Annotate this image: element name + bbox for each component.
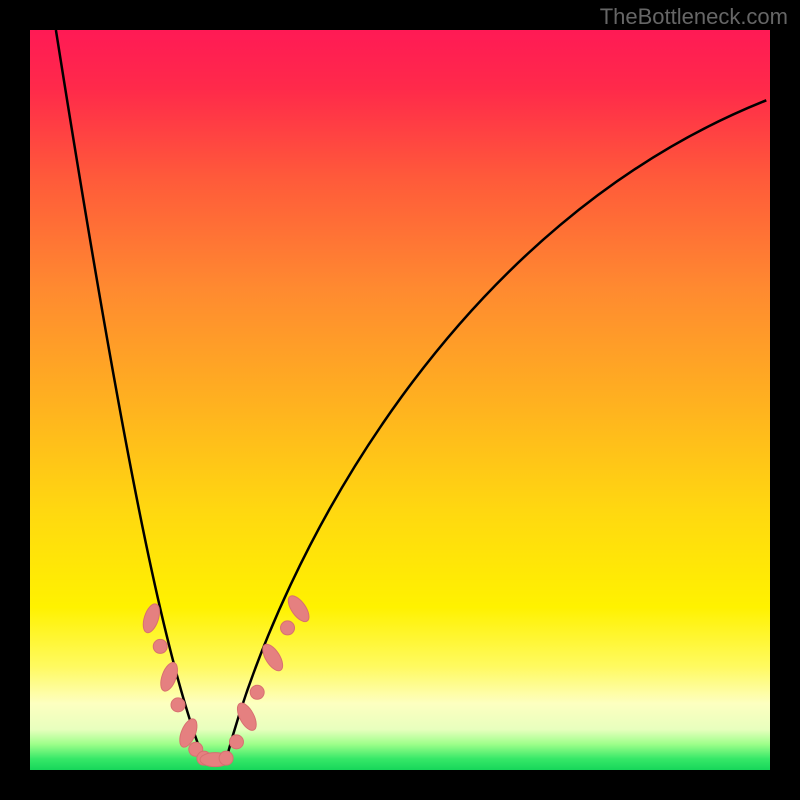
plot-area <box>30 30 770 770</box>
data-marker <box>284 592 313 625</box>
curve-layer <box>30 30 770 770</box>
chart-container: TheBottleneck.com <box>0 0 800 800</box>
data-marker <box>153 639 167 653</box>
data-marker <box>171 698 185 712</box>
watermark-text: TheBottleneck.com <box>600 4 788 30</box>
curve-right-branch <box>226 100 766 759</box>
data-marker <box>281 621 295 635</box>
data-marker <box>219 751 233 765</box>
curve-left-branch <box>56 30 204 760</box>
data-marker <box>229 735 243 749</box>
data-marker <box>259 641 287 674</box>
data-marker <box>250 685 264 699</box>
